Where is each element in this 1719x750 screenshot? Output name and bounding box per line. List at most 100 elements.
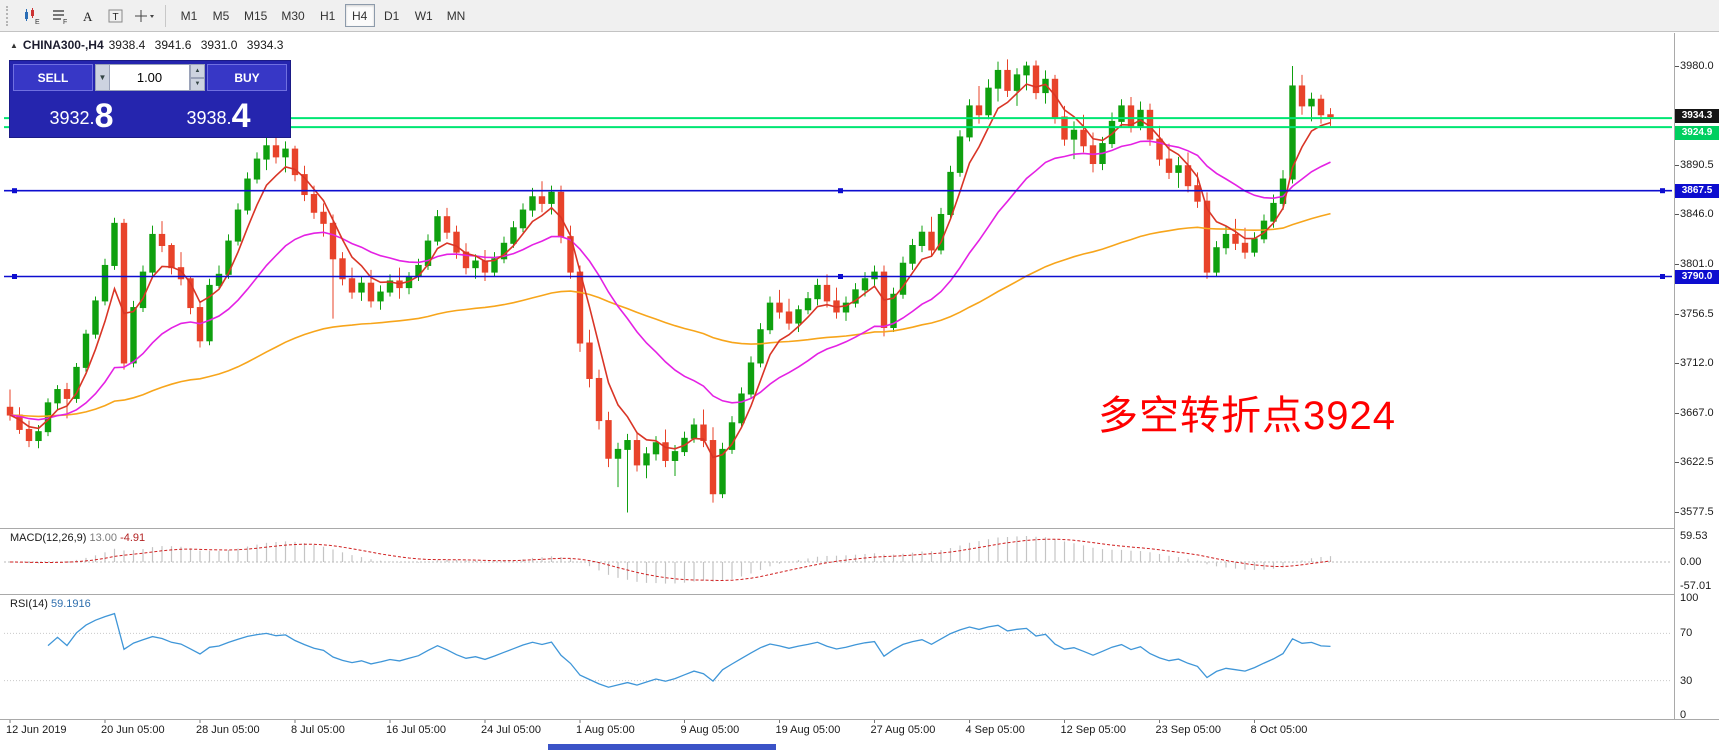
- high-value: 3941.6: [154, 38, 192, 52]
- price-tick-mark: [1675, 66, 1679, 67]
- price-tick-3667.0: 3667.0: [1680, 406, 1714, 419]
- rsi-axis-0: 0: [1680, 709, 1687, 721]
- chart-header: ▲ CHINA300-,H4 3938.4 3941.6 3931.0 3934…: [10, 38, 289, 52]
- macd-panel-separator[interactable]: [0, 528, 1719, 529]
- toolbar-grip[interactable]: [6, 5, 12, 26]
- date-label: 12 Jun 2019: [6, 724, 67, 736]
- macd-axis-min: -57.01: [1680, 580, 1712, 592]
- indicators-icon[interactable]: F: [47, 4, 73, 28]
- price-badge-3867.5: 3867.5: [1675, 183, 1719, 198]
- timeframe-button-m15[interactable]: M15: [238, 4, 273, 27]
- rsi-axis-30: 30: [1680, 674, 1693, 687]
- sell-price[interactable]: 3932. 8: [49, 97, 114, 135]
- chart-window[interactable]: [0, 33, 1719, 741]
- date-label: 20 Jun 05:00: [101, 724, 165, 736]
- price-tick-mark: [1675, 214, 1679, 216]
- price-badge-3790.0: 3790.0: [1675, 269, 1719, 284]
- price-tick-mark: [1675, 362, 1679, 364]
- price-tick-3846.0: 3846.0: [1680, 208, 1714, 221]
- text-label-icon[interactable]: A: [75, 4, 101, 28]
- close-value: 3934.3: [246, 38, 284, 52]
- rsi-value: 59.1916: [50, 598, 91, 610]
- toolbar: E F A T M1 M5 M15 M30 H1 H4 D1 W1 MN: [0, 0, 1719, 32]
- macd-hist-value: 13.00: [89, 532, 118, 544]
- sell-button[interactable]: SELL: [13, 64, 93, 91]
- timeframe-button-w1[interactable]: W1: [409, 4, 439, 27]
- price-tick-3801.0: 3801.0: [1680, 258, 1714, 271]
- price-badge-3924.9: 3924.9: [1675, 126, 1719, 141]
- rsi-axis-70: 70: [1680, 627, 1693, 640]
- timeframe-button-m1[interactable]: M1: [174, 4, 204, 27]
- rsi-panel-separator[interactable]: [0, 594, 1719, 595]
- volume-dropdown-button[interactable]: ▼: [95, 64, 110, 91]
- time-axis-separator: [0, 719, 1719, 720]
- open-value: 3938.4: [108, 38, 146, 52]
- timeframe-button-m30[interactable]: M30: [275, 4, 310, 27]
- macd-axis-max: 59.53: [1680, 530, 1708, 542]
- svg-text:F: F: [63, 19, 67, 25]
- date-label: 8 Oct 05:00: [1250, 724, 1308, 736]
- timeframe-button-d1[interactable]: D1: [377, 4, 407, 27]
- date-label: 23 Sep 05:00: [1155, 724, 1221, 736]
- date-label: 27 Aug 05:00: [870, 724, 936, 736]
- price-tick-mark: [1675, 264, 1679, 266]
- low-value: 3931.0: [200, 38, 238, 52]
- one-click-trading-panel: SELL ▼ ▲ ▼ BUY 3932.8 3938.4: [9, 60, 291, 138]
- price-tick-3980.0: 3980.0: [1680, 60, 1714, 72]
- date-label: 4 Sep 05:00: [965, 724, 1025, 736]
- price-tick-mark: [1675, 313, 1679, 315]
- chart-annotation-text[interactable]: 多空转折点3924: [1098, 394, 1396, 438]
- buy-price[interactable]: 3938. 4: [186, 97, 251, 135]
- rsi-label: RSI(14) 59.1916: [10, 598, 91, 610]
- text-box-icon[interactable]: T: [103, 4, 129, 28]
- date-label: 1 Aug 05:00: [576, 724, 635, 736]
- rsi-axis-100: 100: [1680, 592, 1699, 604]
- macd-label: MACD(12,26,9) 13.00 -4.91: [10, 532, 146, 544]
- volume-decrease-button[interactable]: ▼: [190, 77, 205, 91]
- timeframe-button-m5[interactable]: M5: [206, 4, 236, 27]
- price-tick-mark: [1675, 512, 1679, 513]
- time-axis[interactable]: 12 Jun 2019 20 Jun 05:00 28 Jun 05:00 8 Jul…: [0, 722, 1674, 740]
- date-label: 16 Jul 05:00: [386, 724, 446, 736]
- timeframe-button-h4[interactable]: H4: [344, 4, 375, 27]
- date-label: 28 Jun 05:00: [196, 724, 260, 736]
- macd-signal-value: -4.91: [120, 532, 146, 544]
- horizontal-scrollbar-thumb[interactable]: [548, 744, 776, 750]
- symbol-title: CHINA300-,H4: [22, 38, 104, 52]
- price-axis-separator: [1674, 33, 1675, 719]
- price-tick-3577.5: 3577.5: [1680, 506, 1714, 518]
- price-badge-3934.3: 3934.3: [1675, 108, 1719, 123]
- date-label: 8 Jul 05:00: [291, 724, 345, 736]
- svg-text:A: A: [83, 9, 93, 24]
- price-axis[interactable]: 3980.0 3890.5 3846.0 3801.0 3756.5 3712.0 3667…: [1675, 33, 1719, 719]
- price-tick-mark: [1675, 412, 1679, 414]
- volume-increase-button[interactable]: ▲: [190, 64, 205, 78]
- timeframe-button-mn[interactable]: MN: [441, 4, 472, 27]
- date-label: 24 Jul 05:00: [481, 724, 541, 736]
- price-tick-mark: [1675, 462, 1679, 464]
- volume-input[interactable]: [110, 64, 190, 91]
- date-label: 9 Aug 05:00: [680, 724, 740, 736]
- timeframe-toolbar: M1 M5 M15 M30 H1 H4 D1 W1 MN: [173, 4, 472, 27]
- toolbar-separator: [165, 4, 166, 27]
- charts-icon[interactable]: E: [19, 4, 45, 28]
- svg-text:T: T: [113, 12, 119, 23]
- bottom-strip: [0, 742, 1719, 750]
- macd-axis-zero: 0.00: [1680, 556, 1702, 568]
- crosshair-icon[interactable]: [131, 4, 157, 28]
- buy-button[interactable]: BUY: [207, 64, 287, 91]
- date-label: 12 Sep 05:00: [1060, 724, 1126, 736]
- volume-control: ▼ ▲ ▼: [95, 64, 205, 91]
- date-label: 19 Aug 05:00: [775, 724, 841, 736]
- ohlc-values: 3938.4 3941.6 3931.0 3934.3: [109, 38, 290, 52]
- price-tick-3712.0: 3712.0: [1680, 356, 1714, 369]
- svg-text:E: E: [35, 19, 40, 25]
- price-tick-3756.5: 3756.5: [1680, 307, 1714, 320]
- timeframe-button-h1[interactable]: H1: [313, 4, 343, 27]
- symbol-marker-icon: ▲: [10, 40, 18, 50]
- price-tick-3890.5: 3890.5: [1680, 159, 1714, 172]
- price-tick-3622.5: 3622.5: [1680, 456, 1714, 469]
- price-tick-mark: [1675, 165, 1679, 167]
